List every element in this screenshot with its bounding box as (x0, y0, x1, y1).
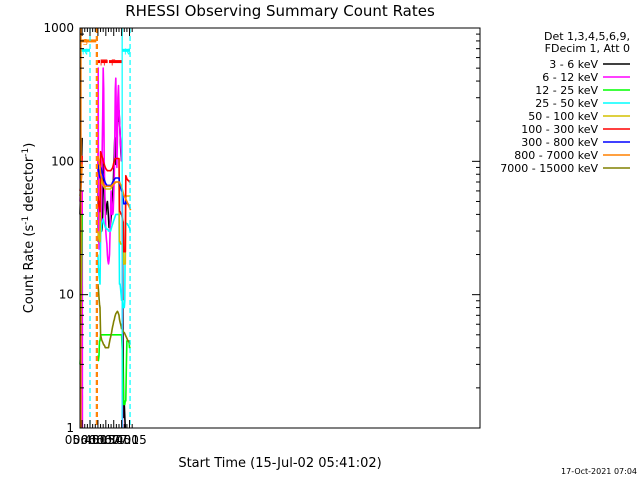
x-tick-label: 07:00 (104, 433, 139, 447)
legend-header: FDecim 1, Att 0 (545, 42, 630, 55)
y-axis-label: Count Rate (s-1 detector-1) (21, 143, 37, 314)
legend-label: 7000 - 15000 keV (500, 162, 598, 175)
series-line (97, 67, 123, 265)
y-tick-label: 1000 (43, 21, 74, 35)
series-line (121, 221, 131, 309)
plot-timestamp: 17-Oct-2021 07:04 (561, 467, 637, 476)
flag-bar-label: F (103, 59, 108, 68)
x-tick-label: 07:15 (112, 433, 147, 447)
legend-label: 300 - 800 keV (521, 136, 598, 149)
y-tick-label: 10 (59, 288, 74, 302)
plot-frame (79, 27, 481, 429)
x-tick-label: 06:00 (73, 433, 108, 447)
legend-label: 100 - 300 keV (521, 123, 598, 136)
flag-bars: SNNFFF (80, 38, 130, 68)
y-tick-label: 100 (51, 154, 74, 168)
flag-bar-label: F (111, 59, 116, 68)
series-line (97, 284, 123, 349)
legend-label: 6 - 12 keV (542, 71, 598, 84)
series-line (97, 164, 131, 209)
series-line (97, 333, 131, 406)
legend-label: 25 - 50 keV (535, 97, 598, 110)
chart-title: RHESSI Observing Summary Count Rates (125, 2, 435, 20)
x-tick-label: 06:45 (96, 433, 131, 447)
y-tick-label: 1 (66, 421, 74, 435)
state-vertical-lines (79, 28, 131, 428)
legend: Det 1,3,4,5,6,9,FDecim 1, Att 0 3 - 6 keV… (500, 30, 630, 175)
legend-header: Det 1,3,4,5,6,9, (544, 30, 630, 43)
plot-lines (79, 67, 132, 429)
flag-bar-label: N (82, 47, 88, 56)
series-line (97, 213, 123, 301)
series-line (121, 328, 131, 345)
x-tick-label: 06:30 (89, 433, 124, 447)
flag-bar-label: N (124, 47, 130, 56)
legend-label: 12 - 25 keV (535, 84, 598, 97)
legend-label: 3 - 6 keV (549, 58, 598, 71)
flag-bar-label: S (83, 38, 88, 47)
x-tick-label: 05:45 (65, 433, 100, 447)
legend-label: 50 - 100 keV (528, 110, 598, 123)
legend-label: 800 - 7000 keV (514, 149, 598, 162)
series-line (97, 150, 131, 253)
axes: 1 10 100 1000 05:4506:0006:1506:3006:4507:00… (43, 21, 480, 447)
x-tick-label: 06:15 (81, 433, 116, 447)
series-line (97, 155, 132, 211)
x-axis-label: Start Time (15-Jul-02 05:41:02) (178, 456, 381, 471)
